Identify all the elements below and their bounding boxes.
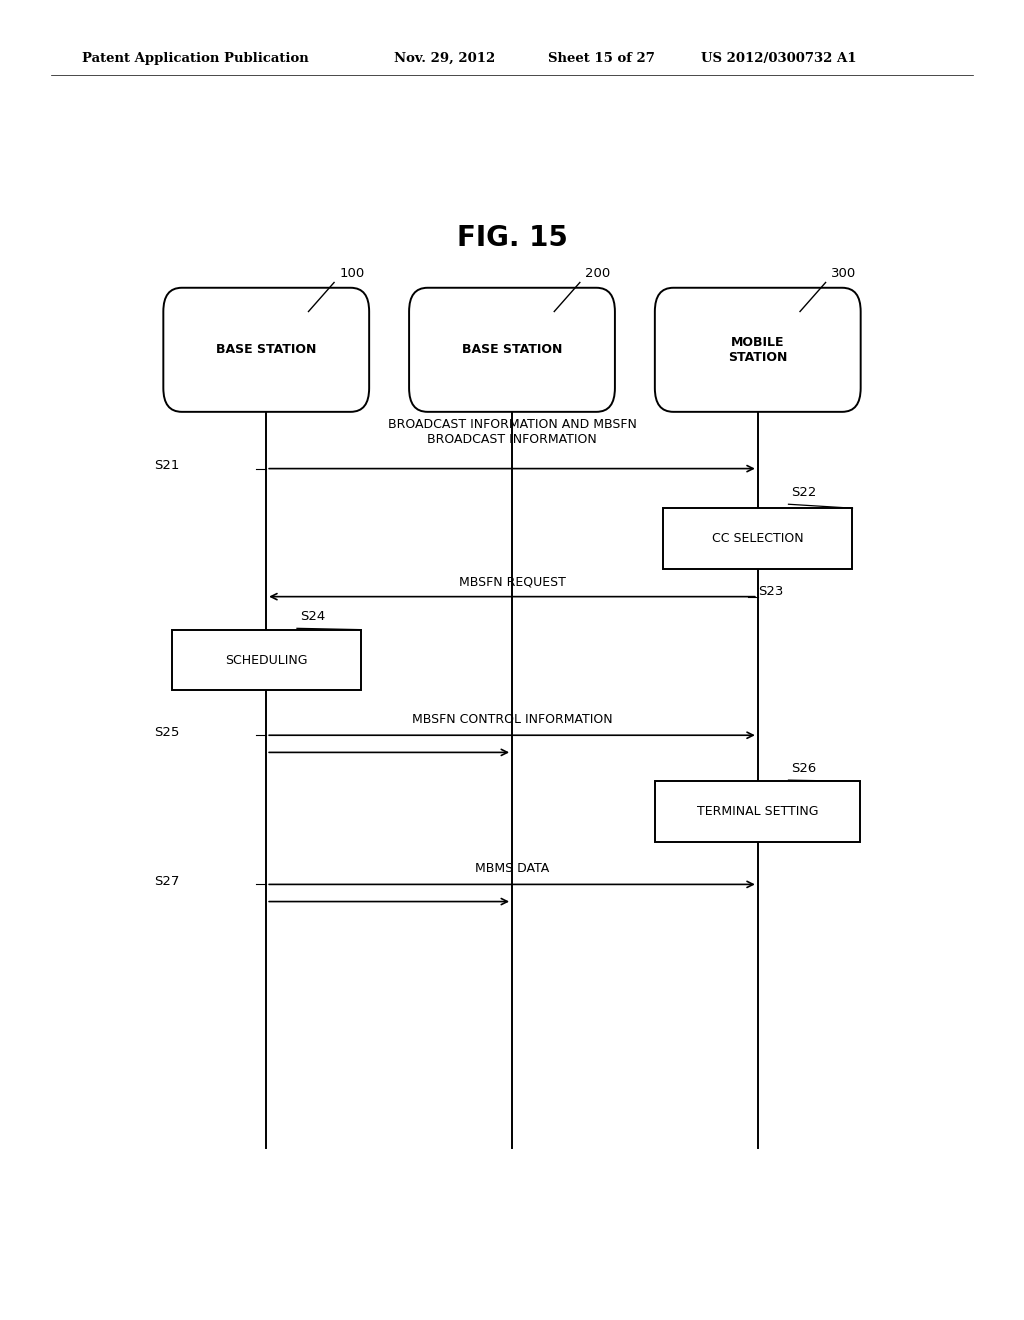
Text: CC SELECTION: CC SELECTION (712, 532, 804, 545)
Text: TERMINAL SETTING: TERMINAL SETTING (697, 805, 818, 818)
Text: MBMS DATA: MBMS DATA (475, 862, 549, 875)
Text: 100: 100 (339, 267, 365, 280)
Text: BASE STATION: BASE STATION (216, 343, 316, 356)
Text: FIG. 15: FIG. 15 (457, 223, 567, 252)
FancyBboxPatch shape (655, 781, 860, 842)
Text: MOBILE
STATION: MOBILE STATION (728, 335, 787, 364)
Text: S26: S26 (792, 762, 817, 775)
Text: S25: S25 (154, 726, 179, 739)
Text: S27: S27 (154, 875, 179, 888)
FancyBboxPatch shape (664, 508, 852, 569)
Text: BROADCAST INFORMATION AND MBSFN
BROADCAST INFORMATION: BROADCAST INFORMATION AND MBSFN BROADCAS… (387, 418, 637, 446)
Text: 200: 200 (585, 267, 610, 280)
Text: US 2012/0300732 A1: US 2012/0300732 A1 (701, 51, 857, 65)
Text: S23: S23 (758, 585, 783, 598)
FancyBboxPatch shape (172, 630, 361, 690)
Text: S24: S24 (300, 610, 326, 623)
Text: 300: 300 (830, 267, 856, 280)
FancyBboxPatch shape (409, 288, 614, 412)
Text: Nov. 29, 2012: Nov. 29, 2012 (394, 51, 496, 65)
FancyBboxPatch shape (164, 288, 370, 412)
Text: Patent Application Publication: Patent Application Publication (82, 51, 308, 65)
Text: SCHEDULING: SCHEDULING (225, 653, 307, 667)
Text: Sheet 15 of 27: Sheet 15 of 27 (548, 51, 654, 65)
Text: BASE STATION: BASE STATION (462, 343, 562, 356)
Text: MBSFN CONTROL INFORMATION: MBSFN CONTROL INFORMATION (412, 713, 612, 726)
Text: MBSFN REQUEST: MBSFN REQUEST (459, 576, 565, 589)
Text: S21: S21 (154, 459, 179, 473)
Text: S22: S22 (792, 486, 817, 499)
FancyBboxPatch shape (655, 288, 860, 412)
